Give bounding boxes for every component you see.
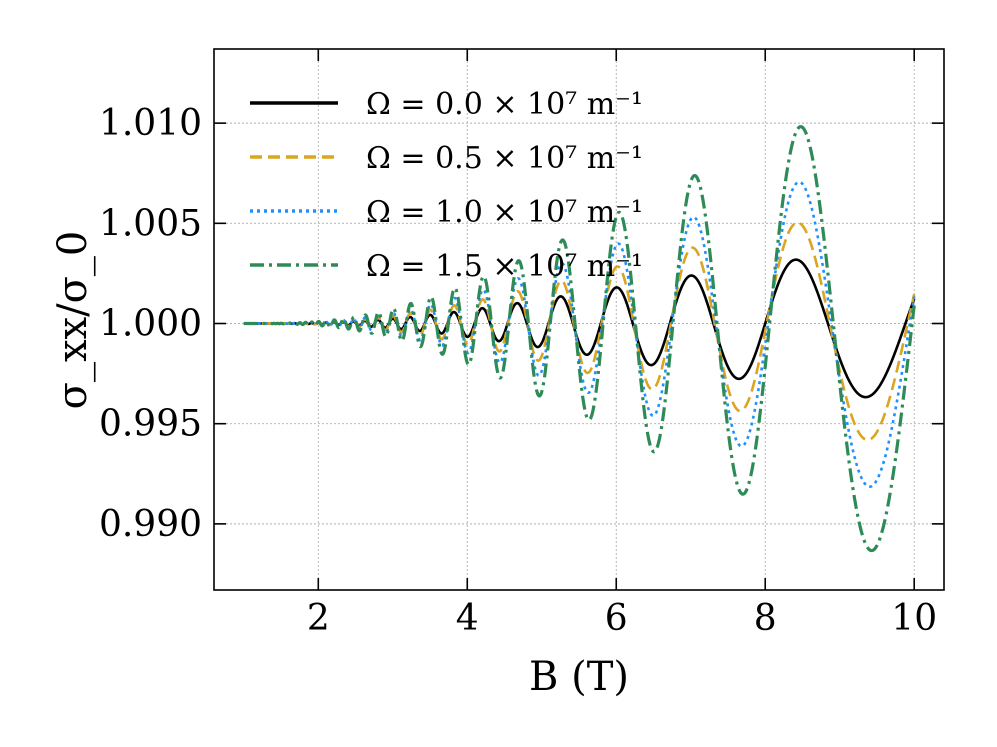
y-tick-label: 0.995 <box>99 404 202 445</box>
legend-label: Ω = 1.5 × 10⁷ m⁻¹ <box>366 249 643 284</box>
legend: Ω = 0.0 × 10⁷ m⁻¹ Ω = 0.5 × 10⁷ m⁻¹ Ω = 1.… <box>250 87 643 284</box>
x-tick-label: 6 <box>605 598 628 639</box>
y-tick-label: 0.990 <box>99 504 202 545</box>
y-tick-label: 1.010 <box>99 103 202 144</box>
legend-label: Ω = 0.5 × 10⁷ m⁻¹ <box>366 141 643 176</box>
x-tick-label: 8 <box>754 598 777 639</box>
x-tick-label: 4 <box>456 598 479 639</box>
y-tick-label: 1.000 <box>99 304 202 345</box>
legend-label: Ω = 0.0 × 10⁷ m⁻¹ <box>366 87 643 122</box>
plot-frame <box>213 48 945 591</box>
grid <box>214 49 944 590</box>
ticks <box>214 49 944 590</box>
y-tick-label: 1.005 <box>99 203 202 244</box>
tick-labels: 2 4 6 8 10 0.990 0.995 1.000 1.005 1.010 <box>99 103 937 639</box>
series-line <box>243 125 916 553</box>
y-axis-label: σ_xx/σ_0 <box>50 231 96 410</box>
x-tick-label: 10 <box>891 598 937 639</box>
x-tick-label: 2 <box>307 598 330 639</box>
series-layer <box>243 125 916 553</box>
legend-label: Ω = 1.0 × 10⁷ m⁻¹ <box>366 195 643 230</box>
x-axis-label: B (T) <box>529 654 629 700</box>
